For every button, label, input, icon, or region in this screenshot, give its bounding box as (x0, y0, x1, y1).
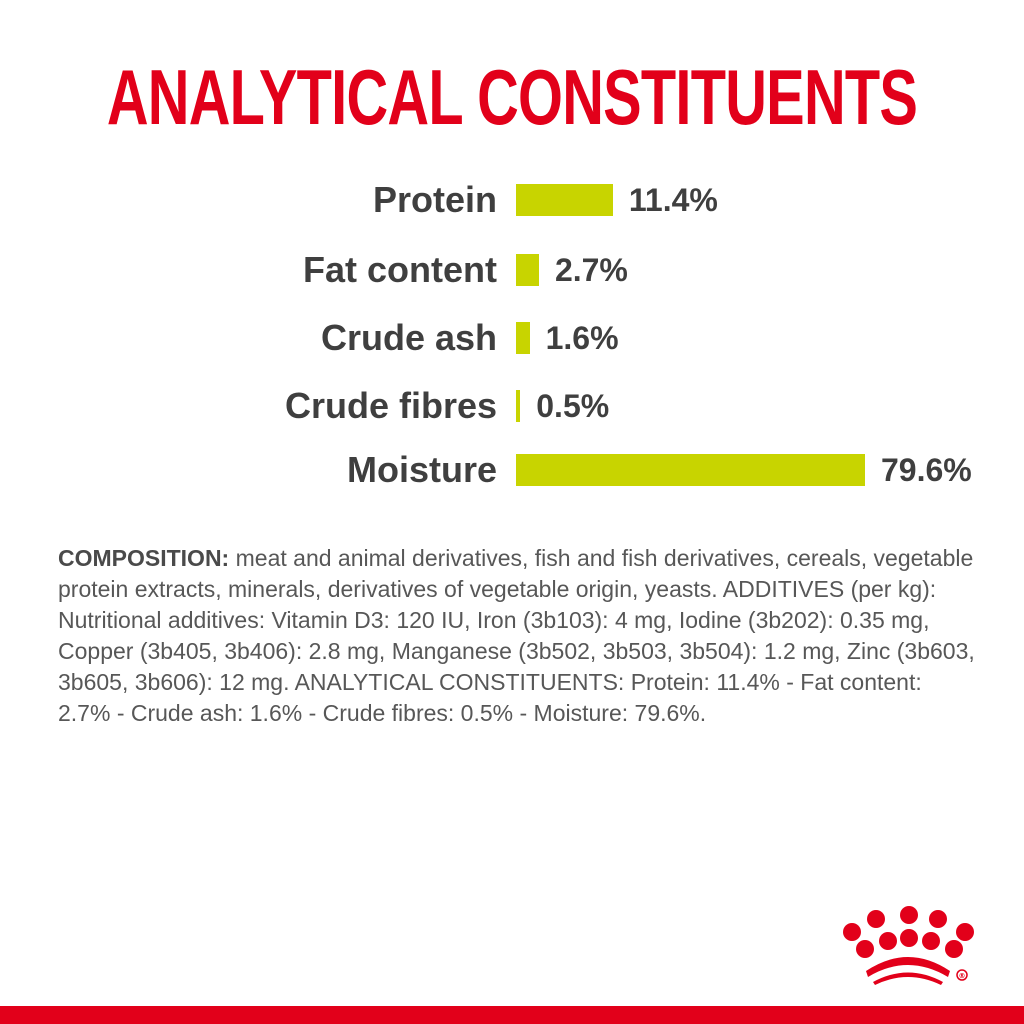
composition-line: Nutritional additives: Vitamin D3: 120 I… (58, 607, 930, 664)
category-label: Fat content (303, 249, 497, 290)
value-label: 11.4% (628, 182, 718, 218)
footer-red-bar (0, 1006, 1024, 1024)
category-label: Crude ash (320, 317, 497, 358)
composition-text: COMPOSITION: meat and animal derivatives… (58, 543, 978, 729)
category-label: Crude fibres (284, 385, 497, 426)
category-label: Protein (372, 179, 497, 220)
bar (516, 390, 521, 422)
value-label: 1.6% (545, 320, 619, 356)
value-label: 2.7% (554, 252, 628, 288)
category-label: Moisture (346, 449, 497, 490)
value-label: 0.5% (536, 388, 610, 424)
composition-line: 1.6% - Crude fibres: 0.5% - Moisture: 79… (249, 700, 707, 726)
composition-heading: COMPOSITION: (58, 545, 230, 571)
composition-line: protein extracts, minerals, derivatives … (58, 576, 937, 602)
chart-row: Crude ash 1.6% (0, 316, 1024, 360)
value-label: 79.6% (881, 452, 972, 488)
bar (516, 322, 530, 354)
crown-logo: ® (843, 906, 974, 985)
chart-row: Fat content 2.7% (0, 248, 1024, 292)
bar (516, 454, 865, 486)
chart-row: Protein 11.4% (0, 178, 1024, 222)
chart-row: Moisture 79.6% (0, 448, 1024, 492)
composition-line: meat and animal derivatives, fish and fi… (229, 545, 974, 571)
chart-row: Crude fibres 0.5% (0, 384, 1024, 428)
registered-mark: ® (959, 972, 966, 980)
bar (516, 184, 613, 216)
composition-line: (3b405, 3b406): 2.8 mg, Manganese (3b502… (58, 638, 975, 695)
composition-line: 3b606): 12 mg. ANALYTICAL CONSTITUENTS: … (58, 669, 922, 726)
bar (516, 254, 539, 286)
page-title: ANALYTICAL CONSTITUENTS (106, 53, 918, 141)
